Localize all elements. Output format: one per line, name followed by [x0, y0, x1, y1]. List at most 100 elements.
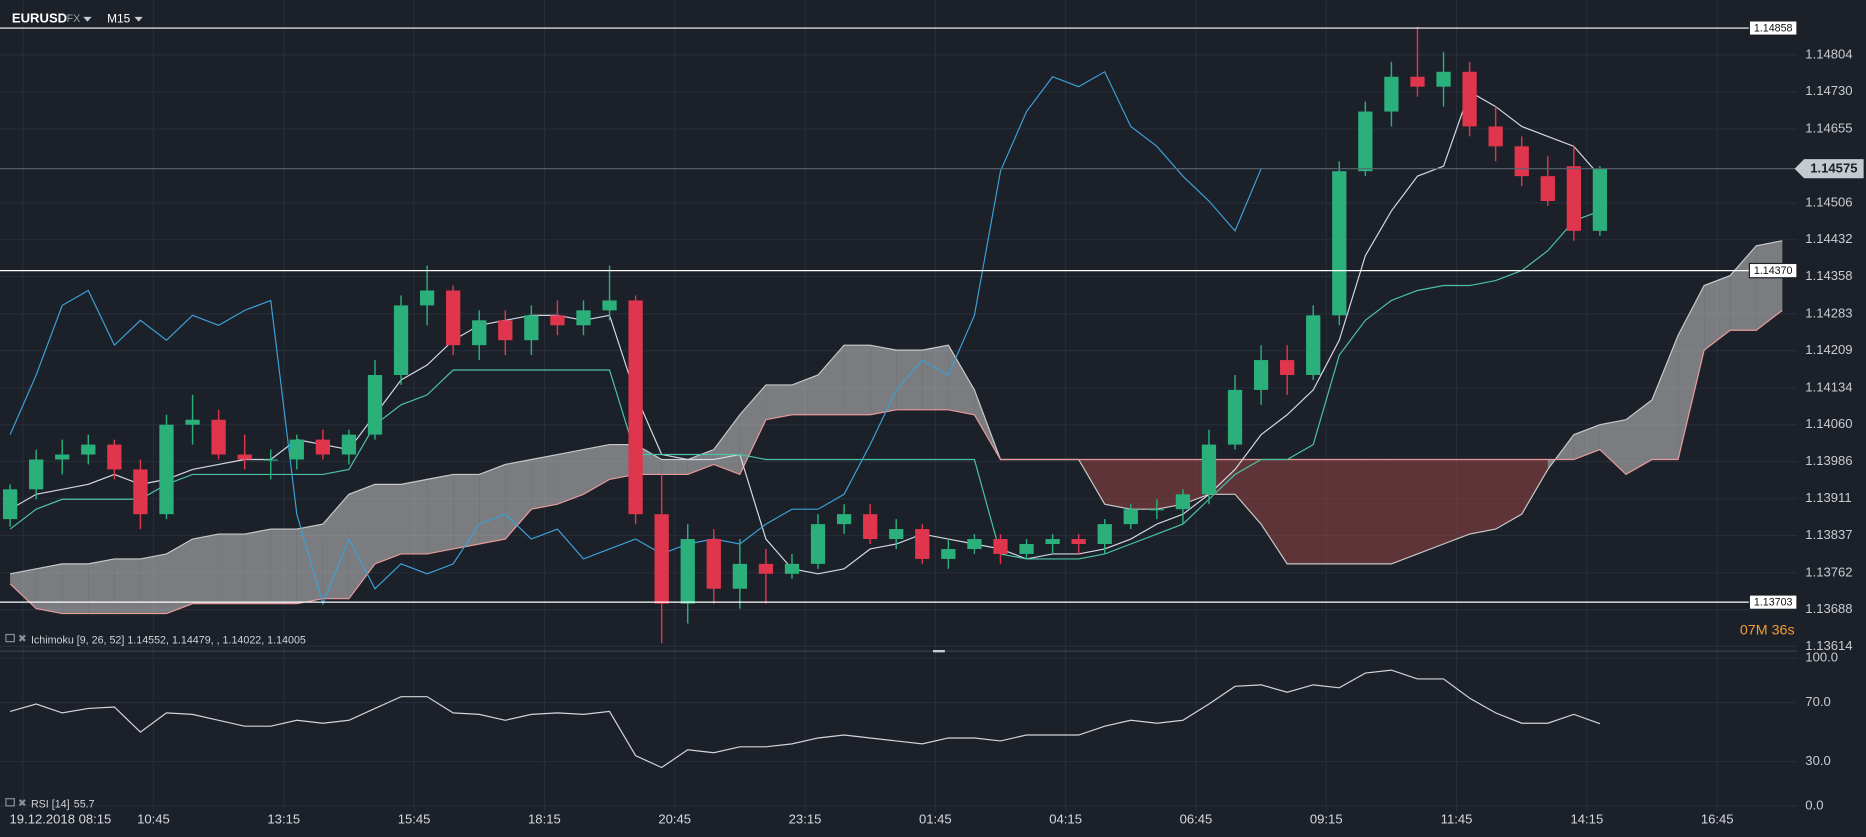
- level-label-box: [1748, 262, 1798, 279]
- current-price-box: [1794, 159, 1864, 179]
- candle-body: [1566, 166, 1581, 231]
- cloud-segment: [791, 374, 819, 415]
- cloud-segment: [1652, 335, 1679, 460]
- cloud-segment: [1443, 459, 1470, 544]
- candle-body: [732, 563, 747, 589]
- candle-body: [29, 459, 44, 490]
- rsi-tick-label: 100.0: [1805, 650, 1838, 665]
- y-tick-label: 1.13688: [1805, 601, 1852, 616]
- cloud-segment: [1365, 459, 1392, 564]
- candle-body: [237, 454, 252, 460]
- candle-body: [889, 529, 904, 540]
- candle-body: [810, 524, 826, 564]
- candle-body: [706, 539, 721, 589]
- x-tick-label: 13:15: [267, 812, 300, 827]
- x-tick-label: 14:15: [1571, 812, 1604, 827]
- current-price-label: 1.14575: [1810, 161, 1857, 176]
- cloud-segment: [62, 563, 89, 614]
- candle-body: [55, 454, 70, 460]
- y-tick-label: 1.14060: [1805, 416, 1852, 431]
- cloud-segment: [557, 449, 584, 505]
- y-tick-label: 1.14804: [1805, 46, 1852, 61]
- cloud-segment: [427, 474, 454, 554]
- settings-icon[interactable]: [5, 633, 15, 643]
- symbol[interactable]: EURUSD: [12, 11, 67, 26]
- cloud-segment: [479, 464, 506, 544]
- candle-body: [1488, 126, 1503, 147]
- x-tick-label: 19.12.2018 08:15: [10, 812, 112, 827]
- cloud-segment: [322, 494, 349, 599]
- cloud-segment: [1313, 459, 1340, 564]
- cloud-segment: [1469, 459, 1496, 535]
- settings-icon[interactable]: [5, 798, 15, 807]
- cloud-segment: [1391, 459, 1418, 564]
- dropdown-arrow[interactable]: [134, 16, 143, 22]
- cloud-segment: [401, 479, 428, 554]
- cloud-segment: [661, 459, 688, 475]
- close-icon[interactable]: ✖: [18, 633, 27, 645]
- y-tick-label: 1.13762: [1805, 564, 1852, 579]
- cloud-segment: [1261, 459, 1288, 564]
- cloud-segment: [948, 345, 975, 415]
- candle-body: [263, 459, 278, 461]
- indicator-line: [9, 90, 1601, 575]
- candle-body: [1201, 444, 1217, 495]
- cloud-segment: [870, 345, 897, 415]
- level-label: 1.14370: [1754, 265, 1793, 277]
- candle-body: [315, 439, 331, 455]
- cloud-segment: [192, 534, 219, 604]
- interval[interactable]: M15: [107, 11, 131, 25]
- candle-body: [1514, 146, 1529, 177]
- candle-body: [81, 444, 96, 455]
- candle-body: [1253, 360, 1269, 390]
- close-icon[interactable]: ✖: [18, 797, 27, 809]
- candle-body: [758, 563, 774, 574]
- indicator-label: Ichimoku [9, 26, 52] 1.14552, 1.14479, ,…: [31, 634, 306, 646]
- candle-body: [863, 514, 878, 540]
- candle-body: [602, 300, 617, 311]
- y-tick-label: 1.14358: [1805, 268, 1852, 283]
- x-tick-label: 16:45: [1701, 812, 1734, 827]
- dropdown-arrow[interactable]: [83, 16, 92, 22]
- y-tick-label: 1.14283: [1805, 305, 1852, 320]
- y-tick-label: 1.14655: [1805, 120, 1852, 135]
- cloud-segment: [166, 539, 193, 614]
- candle-body: [211, 419, 226, 455]
- market[interactable]: FX: [67, 13, 81, 25]
- candle-body: [1358, 111, 1373, 172]
- indicator-line: [9, 210, 1601, 560]
- indicator-line: [9, 70, 1262, 606]
- cloud-segment: [1625, 399, 1653, 475]
- candle-body: [628, 300, 643, 515]
- cloud-segment: [896, 350, 923, 410]
- cloud-segment: [1287, 459, 1314, 564]
- cloud-segment: [1521, 459, 1548, 515]
- y-tick-label: 1.14134: [1805, 379, 1852, 394]
- cloud-segment: [583, 444, 610, 495]
- cloud-segment: [687, 449, 714, 475]
- cloud-segment: [713, 414, 740, 475]
- candle-body: [185, 419, 200, 425]
- cloud-segment: [114, 558, 141, 614]
- y-tick-label: 1.13614: [1805, 638, 1852, 653]
- candle-body: [107, 444, 122, 470]
- candle-body: [915, 529, 930, 559]
- candle-body: [1436, 71, 1451, 87]
- candle-body: [576, 310, 591, 326]
- y-tick-label: 1.14209: [1805, 342, 1852, 357]
- cloud-segment: [36, 563, 63, 614]
- candle-body: [1045, 539, 1060, 544]
- x-tick-label: 06:45: [1180, 812, 1213, 827]
- candle-body: [967, 539, 982, 549]
- cloud-segment: [1704, 275, 1731, 351]
- candle-body: [1592, 168, 1608, 231]
- rsi-title: RSI [14]: [31, 798, 70, 810]
- level-label: 1.14858: [1754, 22, 1793, 34]
- candle-body: [1227, 389, 1243, 445]
- cloud-segment: [1599, 419, 1626, 475]
- candle-body: [524, 315, 539, 341]
- y-tick-label: 1.13986: [1805, 453, 1852, 468]
